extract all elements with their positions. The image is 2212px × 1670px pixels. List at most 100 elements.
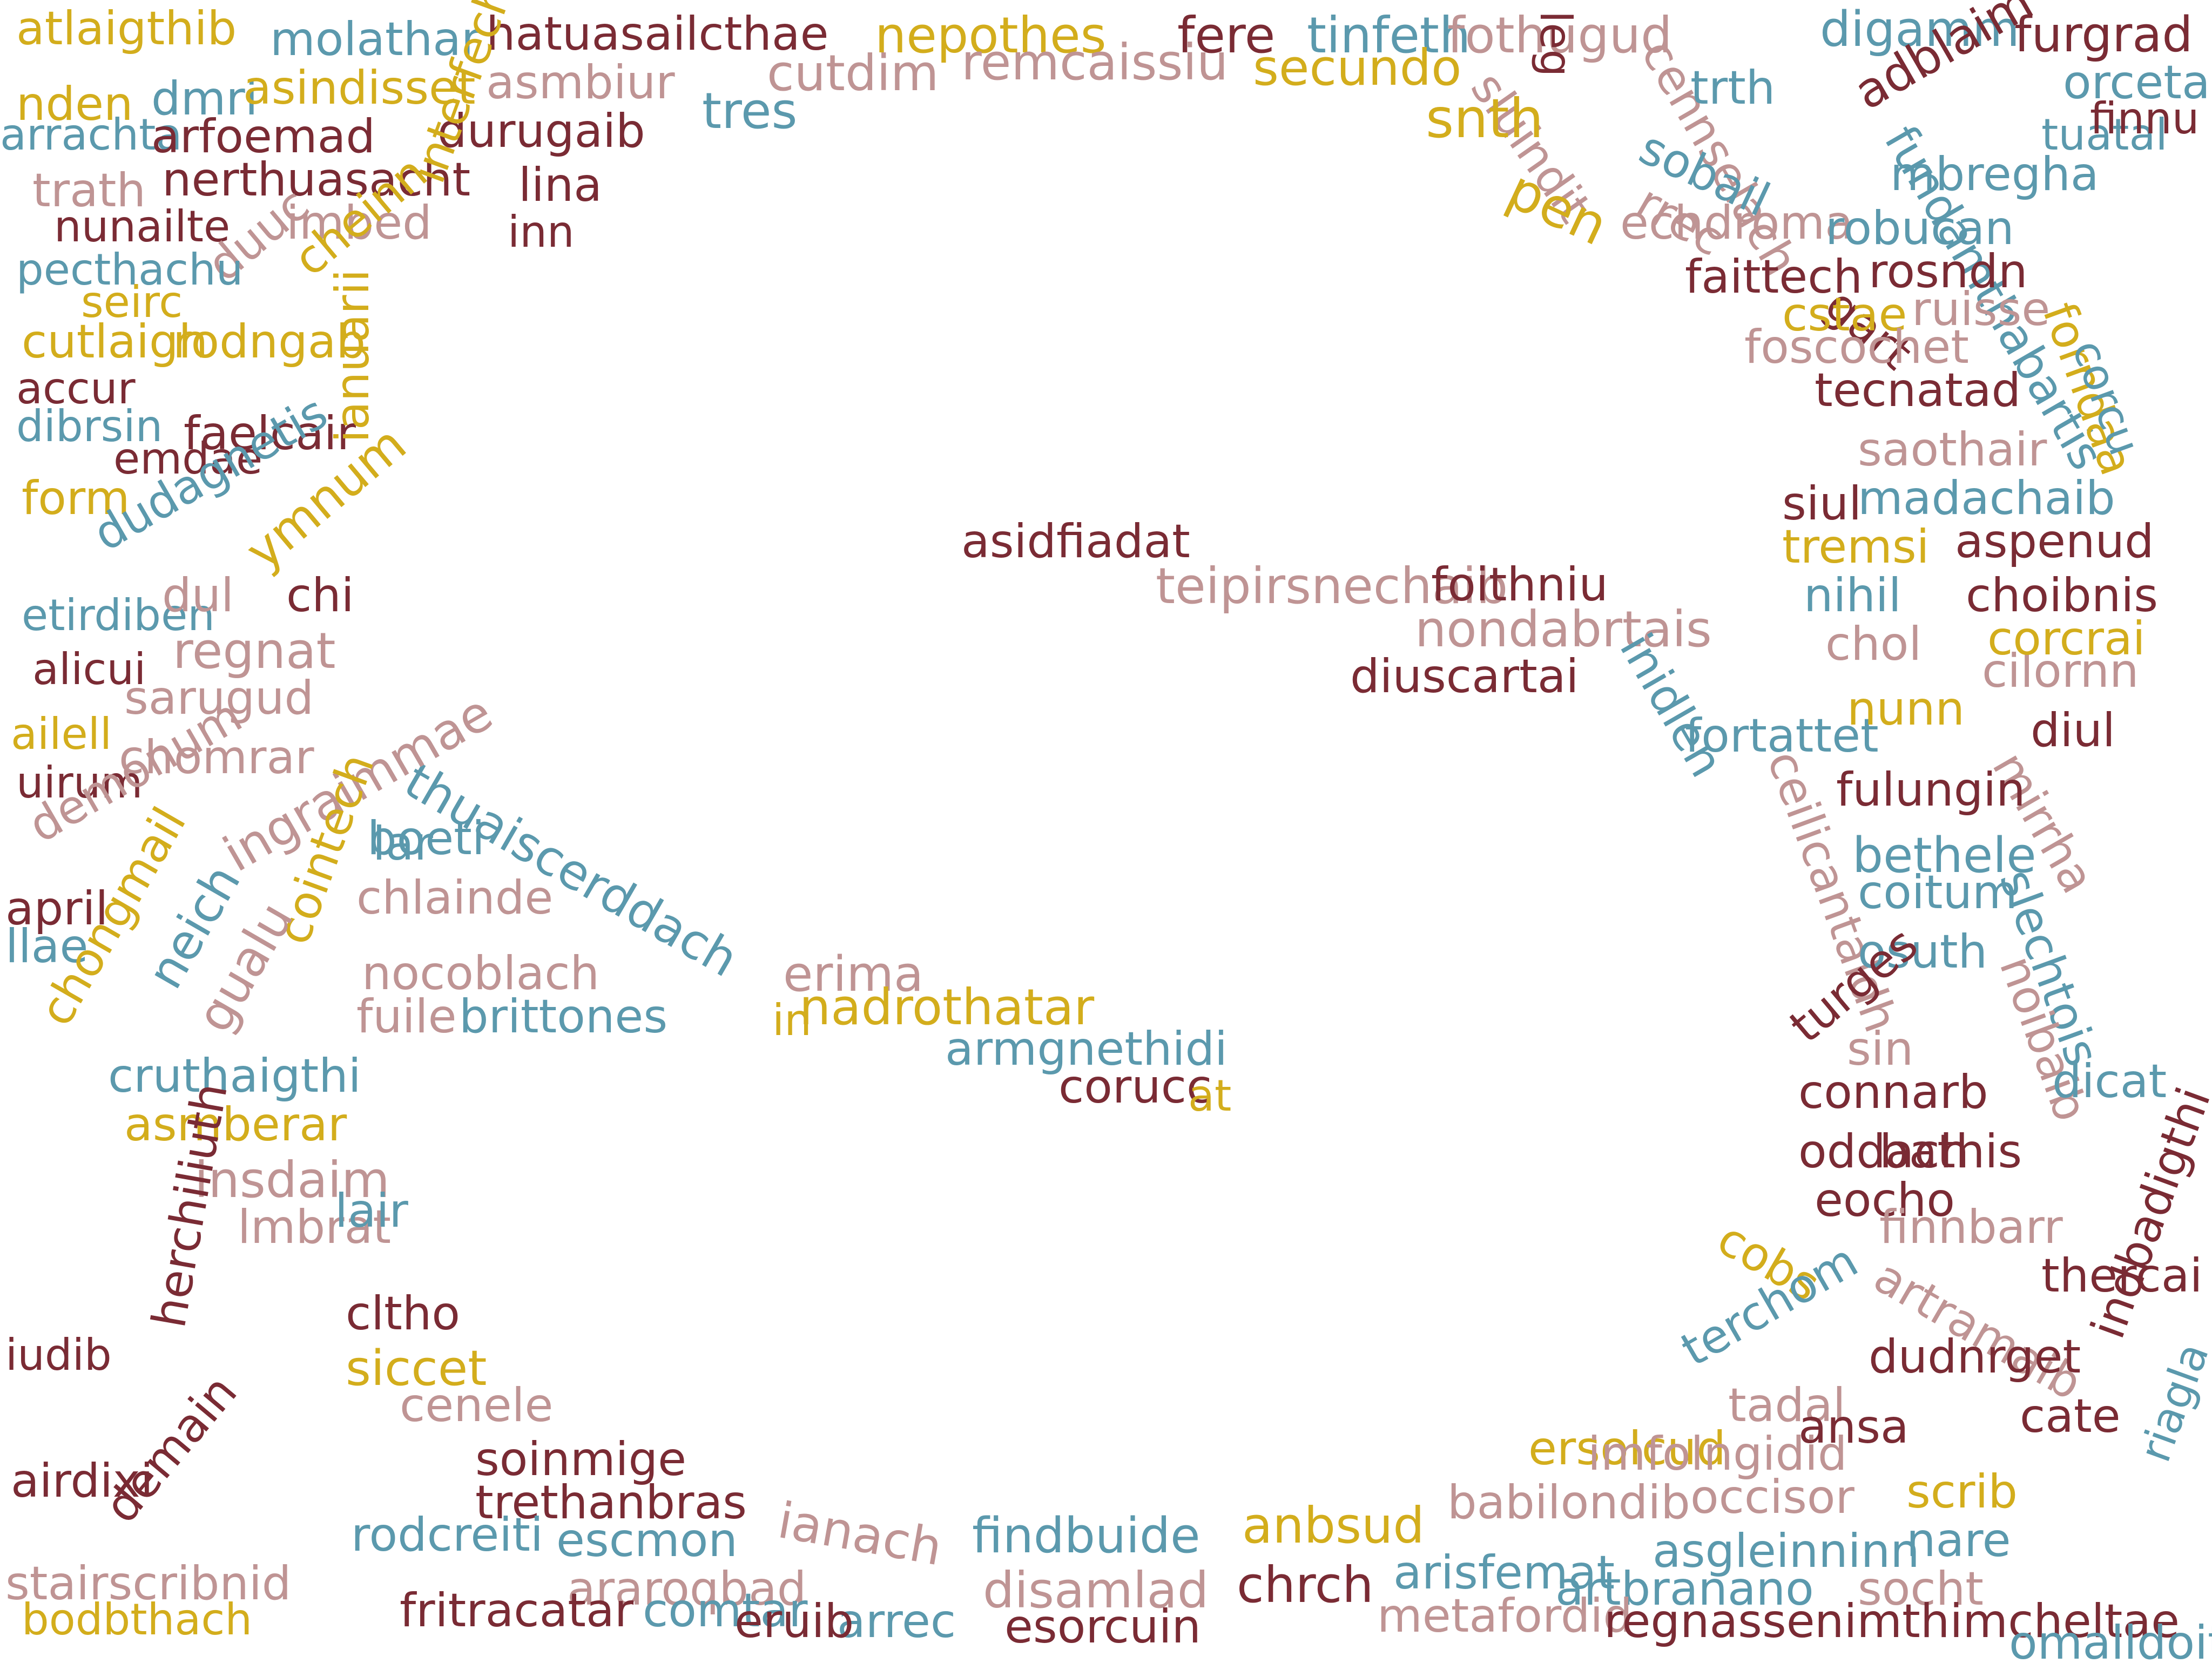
word-arfoemad: arfoemad xyxy=(151,110,375,164)
word-corucc: corucc xyxy=(1058,1060,1212,1114)
word-boeti: boeti xyxy=(367,812,485,866)
word-nihil: nihil xyxy=(1804,569,1901,623)
word-ailell: ailell xyxy=(11,709,112,759)
word-eocho: eocho xyxy=(1815,1173,1955,1227)
word-april: april xyxy=(5,882,109,936)
word-eruib: eruib xyxy=(734,1594,854,1648)
word-hatuasailcthae: hatuasailcthae xyxy=(486,7,829,61)
word-osuth: osuth xyxy=(1858,925,1988,979)
word-fothugud: fothugud xyxy=(1447,6,1673,64)
word-teipirsnechaib: teipirsnechaib xyxy=(1156,557,1508,615)
word-trth: trth xyxy=(1690,61,1776,115)
word-ersolcud: ersolcud xyxy=(1528,1422,1726,1476)
word-demain: demain xyxy=(94,1365,248,1533)
word-esorcuin: esorcuin xyxy=(1004,1600,1201,1654)
word-ansa: ansa xyxy=(1798,1400,1909,1454)
word-nepothes: nepothes xyxy=(875,6,1107,64)
word-uirum: uirum xyxy=(16,758,143,808)
word-cilornn: cilornn xyxy=(1982,644,2139,698)
word-finnu: finnu xyxy=(2090,93,2200,144)
word-siul: siul xyxy=(1782,477,1862,531)
word-chi: chi xyxy=(286,569,354,623)
word-siccet: siccet xyxy=(346,1340,487,1397)
word-chomrar: chomrar xyxy=(119,731,314,785)
word-comtar: comtar xyxy=(643,1584,808,1638)
word-bathis: bathis xyxy=(1879,1125,2022,1179)
word-tres: tres xyxy=(702,82,798,140)
word-araroqbad: araroqbad xyxy=(567,1562,807,1616)
word-sin: sin xyxy=(1847,1022,1914,1076)
word-armgnethidi: armgnethidi xyxy=(945,1022,1228,1076)
word-foithniu: foithniu xyxy=(1431,558,1608,612)
word-connarb: connarb xyxy=(1798,1065,1988,1119)
word-in: in xyxy=(772,995,812,1045)
word-lina: lina xyxy=(518,158,602,212)
word-regnat: regnat xyxy=(173,622,336,680)
word-atlaigthib: atlaigthib xyxy=(16,2,237,56)
word-asmbiur: asmbiur xyxy=(486,56,675,110)
word-digamm: digamm xyxy=(1820,1,2020,58)
word-rodngab: rodngab xyxy=(173,315,366,369)
word-arrec: arrec xyxy=(837,1594,956,1648)
word-choibnis: choibnis xyxy=(1966,569,2159,623)
word-airdixi: airdixi xyxy=(11,1454,153,1508)
word-leg: leg xyxy=(1530,11,1581,77)
word-llae: llae xyxy=(5,919,89,973)
word-imfolngidid: imfolngidid xyxy=(1588,1427,1847,1481)
word-artbranano: artbranano xyxy=(1555,1562,1814,1616)
word-dul: dul xyxy=(162,569,234,623)
word-etirdiben: etirdiben xyxy=(22,590,215,640)
word-chol: chol xyxy=(1825,617,1922,671)
word-omalldoit: omalldoit xyxy=(2009,1616,2212,1670)
word-tinfeth: tinfeth xyxy=(1307,6,1471,64)
word-echdroma: echdroma xyxy=(1620,196,1853,250)
word-fuile: fuile xyxy=(356,990,457,1044)
word-asindisset: asindisset xyxy=(243,61,476,115)
word-cruthaigthi: cruthaigthi xyxy=(108,1049,361,1103)
word-pen: pen xyxy=(1498,157,1617,258)
word-nocoblach: nocoblach xyxy=(362,946,599,1000)
word-metafordid: metafordid xyxy=(1377,1589,1633,1643)
word-nondabrtais: nondabrtais xyxy=(1415,600,1712,658)
word-lmbrat: lmbrat xyxy=(238,1200,392,1254)
word-madachaib: madachaib xyxy=(1858,471,2115,525)
word-occisor: occisor xyxy=(1690,1470,1854,1524)
word-corcrai: corcrai xyxy=(1987,612,2146,666)
word-insdaim: insdaim xyxy=(194,1151,390,1209)
word-stairscribnid: stairscribnid xyxy=(5,1557,292,1611)
word-nare: nare xyxy=(1906,1513,2011,1567)
word-asgleinninn: asgleinninn xyxy=(1653,1524,1920,1578)
word-imbed: imbed xyxy=(286,196,432,250)
word-foscochet: foscochet xyxy=(1744,320,1970,374)
word-remcaissiu: remcaissiu xyxy=(961,33,1229,91)
word-secundo: secundo xyxy=(1253,39,1462,97)
word-aspenud: aspenud xyxy=(1955,515,2154,569)
word-tecnatad: tecnatad xyxy=(1815,363,2021,417)
word-rosndn: rosndn xyxy=(1869,245,2028,299)
word-bethele: bethele xyxy=(1852,827,2036,884)
word-arisfemat: arisfemat xyxy=(1393,1546,1615,1600)
word-cate: cate xyxy=(2020,1389,2121,1443)
word-sarugud: sarugud xyxy=(124,671,314,725)
word-indbadigthi: indbadigthi xyxy=(2081,1080,2212,1346)
word-thercai: thercai xyxy=(2041,1249,2203,1303)
word-fritracatar: fritracatar xyxy=(400,1584,634,1638)
word-babilondib: babilondib xyxy=(1447,1476,1690,1530)
word-snth: snth xyxy=(1426,87,1544,150)
word-finnbarr: finnbarr xyxy=(1879,1200,2063,1254)
word-robucan: robucan xyxy=(1825,201,2014,255)
word-asmberar: asmberar xyxy=(124,1098,347,1152)
word-lar: lar xyxy=(373,817,433,871)
word-seirc: seirc xyxy=(81,277,183,327)
word-cstae: cstae xyxy=(1782,288,1907,342)
word-lair: lair xyxy=(335,1184,408,1238)
word-brittones: brittones xyxy=(459,990,668,1044)
word-molathar: molathar xyxy=(270,12,481,66)
word-inn: inn xyxy=(508,207,575,257)
word-tuatal: tuatal xyxy=(2041,110,2168,160)
word-asidfiadat: asidfiadat xyxy=(961,515,1190,569)
word-fulungin: fulungin xyxy=(1836,763,2026,817)
word-oddach: oddach xyxy=(1798,1125,1970,1179)
word-nunailte: nunailte xyxy=(54,201,231,252)
